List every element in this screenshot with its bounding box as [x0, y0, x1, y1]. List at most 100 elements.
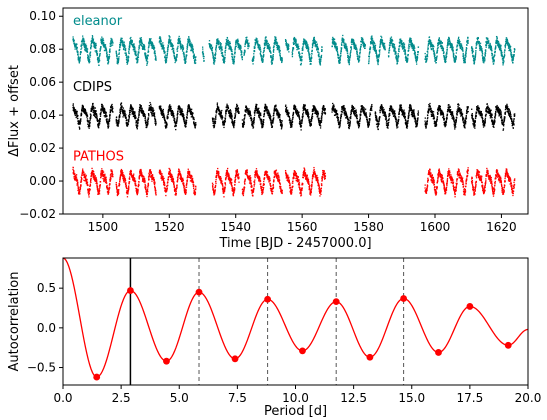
lightcurve-point	[135, 117, 137, 119]
lightcurve-point	[144, 119, 147, 121]
lightcurve-point	[274, 37, 277, 39]
lightcurve-point	[123, 48, 125, 50]
lightcurve-point	[99, 115, 102, 117]
lightcurve-point	[459, 44, 461, 46]
lightcurve-point	[349, 51, 352, 54]
lightcurve-point	[150, 41, 152, 43]
lightcurve-point	[317, 47, 319, 49]
lightcurve-point	[137, 122, 139, 125]
lightcurve-point	[175, 128, 177, 131]
lightcurve-point	[100, 112, 102, 114]
lightcurve-point	[500, 46, 502, 48]
lightcurve-point	[413, 44, 415, 46]
lightcurve-point	[154, 51, 156, 53]
lightcurve-point	[494, 47, 497, 50]
lightcurve-point	[451, 47, 453, 49]
lightcurve-point	[318, 58, 321, 60]
lightcurve-point	[447, 42, 449, 44]
lightcurve-point	[341, 37, 344, 39]
lightcurve-point	[500, 51, 502, 53]
lightcurve-point	[312, 44, 314, 46]
lightcurve-point	[346, 52, 349, 54]
lightcurve-point	[174, 61, 176, 64]
lightcurve-point	[440, 44, 442, 46]
lightcurve-point	[274, 40, 276, 42]
lightcurve-point	[116, 55, 118, 57]
lightcurve-point	[142, 113, 144, 115]
lightcurve-point	[124, 52, 126, 54]
lightcurve-point	[503, 53, 506, 55]
lightcurve-point	[350, 50, 352, 52]
lightcurve-point	[92, 40, 94, 42]
lightcurve-point	[243, 53, 246, 55]
lightcurve-point	[150, 38, 152, 40]
lightcurve-point	[462, 56, 465, 58]
lightcurve-point	[258, 43, 260, 46]
lightcurve-point	[417, 51, 419, 53]
lightcurve-series-cdips	[72, 101, 516, 131]
lightcurve-point	[142, 114, 144, 117]
lightcurve-point	[438, 43, 441, 45]
lightcurve-point	[370, 43, 372, 45]
lightcurve-point	[275, 42, 277, 45]
lightcurve-point	[74, 114, 76, 117]
lightcurve-point	[501, 54, 503, 56]
lightcurve-point	[232, 62, 234, 64]
lightcurve-point	[177, 45, 179, 47]
lightcurve-point	[273, 45, 275, 47]
lightcurve-point	[179, 40, 182, 43]
lightcurve-point	[410, 46, 412, 48]
lightcurve-point	[415, 58, 417, 60]
lightcurve-point	[95, 117, 97, 119]
lightcurve-point	[147, 124, 149, 126]
lightcurve-point	[118, 120, 120, 122]
lightcurve-point	[179, 37, 181, 40]
lightcurve-point	[261, 55, 263, 57]
lightcurve-point	[475, 53, 477, 55]
lightcurve-point	[219, 42, 221, 44]
lightcurve-point	[237, 44, 239, 46]
lightcurve-point	[339, 62, 341, 64]
lightcurve-point	[137, 55, 139, 57]
lightcurve-point	[93, 41, 95, 44]
lightcurve-point	[488, 40, 490, 42]
lightcurve-point	[110, 43, 112, 45]
lightcurve-point	[340, 43, 343, 45]
lightcurve-point	[474, 59, 476, 61]
lightcurve-point	[415, 60, 418, 62]
lightcurve-point	[131, 41, 133, 43]
lightcurve-point	[89, 113, 92, 115]
lightcurve-point	[482, 56, 484, 58]
lightcurve-point	[171, 110, 174, 112]
lightcurve-point	[195, 59, 197, 61]
lightcurve-point	[299, 59, 301, 62]
lightcurve-point	[117, 60, 120, 62]
lightcurve-point	[122, 110, 124, 113]
lightcurve-point	[502, 64, 504, 66]
lightcurve-point	[148, 41, 151, 43]
lightcurve-point	[106, 52, 108, 55]
lightcurve-point	[112, 111, 114, 113]
lightcurve-point	[285, 40, 287, 42]
lightcurve-point	[395, 56, 397, 59]
lightcurve-point	[448, 36, 450, 39]
lightcurve-point	[321, 50, 323, 52]
lightcurve-point	[72, 38, 74, 40]
lightcurve-point	[342, 39, 344, 41]
lightcurve-point	[389, 46, 391, 49]
lightcurve-point	[391, 44, 394, 46]
lightcurve-point	[179, 107, 182, 109]
lightcurve-point	[264, 44, 266, 46]
lightcurve-point	[225, 44, 227, 46]
lightcurve-point	[122, 41, 124, 43]
lightcurve-point	[72, 106, 75, 108]
lightcurve-point	[150, 105, 152, 107]
lightcurve-point	[117, 124, 119, 126]
lightcurve-point	[106, 53, 108, 56]
lightcurve-point	[496, 39, 498, 41]
lightcurve-point	[231, 50, 233, 52]
lightcurve-point	[441, 48, 443, 50]
lightcurve-point	[122, 109, 124, 112]
lightcurve-point	[248, 45, 250, 47]
lightcurve-point	[178, 105, 180, 107]
